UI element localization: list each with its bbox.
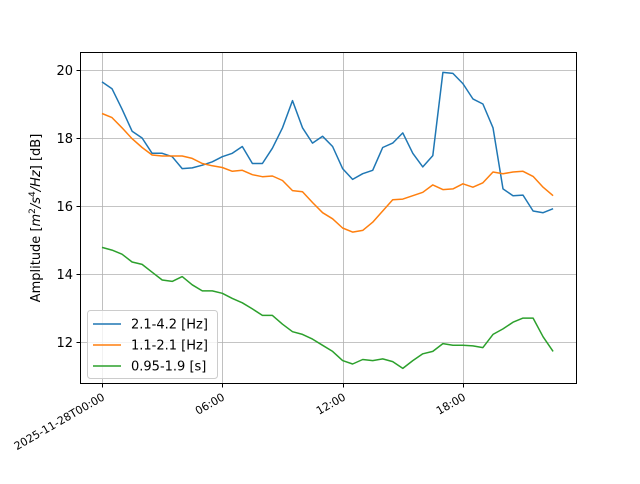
series-line-1 bbox=[101, 112, 554, 233]
x-axis: 2025-11-28T00:00 06:00 12:00 18:00 bbox=[12, 384, 468, 453]
y-tick-label: 14 bbox=[56, 268, 73, 283]
y-axis: 12 14 16 18 20 bbox=[56, 64, 80, 351]
series-lines bbox=[101, 71, 554, 370]
legend-label: 1.1-2.1 [Hz] bbox=[131, 339, 208, 354]
series-line-0 bbox=[101, 71, 554, 214]
axes-frame bbox=[80, 52, 577, 384]
grid bbox=[80, 52, 577, 384]
y-tick-label: 18 bbox=[56, 132, 73, 147]
y-tick-label: 12 bbox=[56, 336, 73, 351]
series-line-2 bbox=[101, 246, 554, 370]
x-tick-label: 2025-11-28T00:00 bbox=[12, 391, 107, 453]
y-axis-label: Amplitude [m2/s4/Hz] [dB] bbox=[28, 134, 44, 303]
legend: 2.1-4.2 [Hz] 1.1-2.1 [Hz] 0.95-1.9 [s] bbox=[87, 310, 218, 379]
y-tick-label: 20 bbox=[56, 64, 73, 79]
legend-label: 2.1-4.2 [Hz] bbox=[131, 318, 208, 333]
x-tick-label: 18:00 bbox=[434, 391, 468, 418]
legend-label: 0.95-1.9 [s] bbox=[131, 360, 206, 375]
legend-box bbox=[87, 310, 218, 379]
x-tick-label: 06:00 bbox=[193, 391, 227, 418]
x-tick-label: 12:00 bbox=[314, 391, 348, 418]
y-tick-label: 16 bbox=[56, 200, 73, 215]
